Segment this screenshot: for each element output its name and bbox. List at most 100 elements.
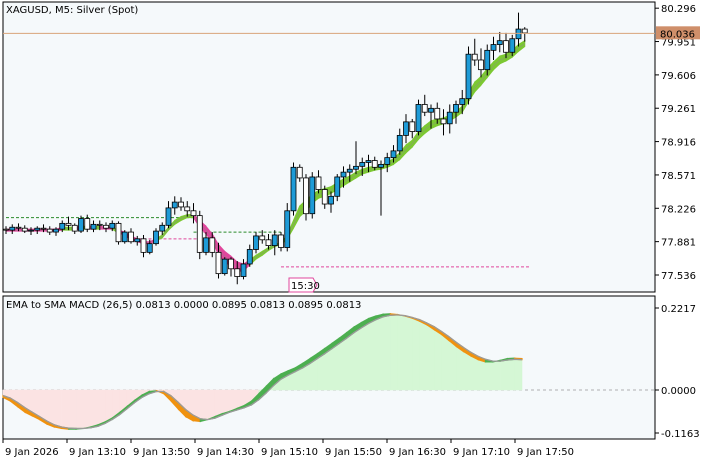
time-axis-label: 9 Jan 15:50 [325,447,382,458]
macd-axis-label: 0.2217 [661,304,696,315]
macd-fill-segment [75,389,84,430]
candle [259,230,266,244]
candle-body [503,40,509,53]
candle-body [321,189,328,205]
candle [284,203,291,252]
candle-body [9,226,16,231]
indicator-title: EMA to SMA MACD (26,5) 0.0813 0.0000 0.0… [6,300,361,311]
candle [384,152,391,173]
macd-fill-segment [419,320,428,391]
candle-body [34,227,41,231]
candle-body [178,201,184,208]
time-axis[interactable]: 9 Jan 2026 9 Jan 13:10 9 Jan 13:50 9 Jan 14… [2,439,574,458]
candle-body [53,228,59,233]
time-axis-label: 9 Jan 14:30 [197,447,254,458]
candle [115,221,122,245]
candle [359,157,366,176]
candle [65,216,72,231]
candle [334,174,341,202]
time-axis-label: 9 Jan 2026 [5,447,59,458]
candle-body [409,121,416,132]
candle-body [184,206,191,212]
macd-histogram [2,313,523,430]
candle [315,170,322,194]
macd-fill-segment [499,358,508,391]
macd-fill-segment [353,322,362,391]
candle-body [521,28,528,34]
candle [409,118,416,139]
candle [403,114,409,144]
candle [478,48,484,78]
macd-fill-segment [207,389,216,421]
price-axis-label: 80.296 [661,4,696,15]
current-price-label: 80.036 [656,26,700,40]
candle-body [253,235,259,250]
macd-fill-segment [390,313,399,391]
macd-fill-segment [368,315,377,391]
candle-body [446,111,453,125]
candle [421,94,428,117]
candle-body [134,238,141,243]
time-axis-label: 9 Jan 16:30 [389,447,446,458]
candle-body [121,231,128,243]
candle-body [371,160,378,168]
candle [184,201,191,217]
macd-fill-segment [441,333,450,391]
price-axis-label: 79.951 [661,38,696,49]
candle-body [146,243,153,253]
price-axis-label: 78.916 [661,138,696,149]
candle [265,234,272,250]
candle [96,220,103,231]
candle [15,223,22,232]
candle [128,228,134,244]
macd-fill-segment [455,345,464,391]
candle-body [221,258,228,275]
candle-body [209,237,216,253]
macd-fill-segment [426,324,435,391]
candle-body [78,218,84,232]
macd-fill-segment [477,359,486,391]
macd-fill-segment [375,313,384,391]
time-axis-label: 9 Jan 17:10 [453,447,510,458]
macd-fill-segment [360,318,369,391]
candle-body [228,258,234,270]
macd-fill-segment [68,389,77,430]
candle [246,244,253,267]
price-pane[interactable] [2,1,656,293]
candle-body [453,104,459,113]
time-axis-label: 9 Jan 15:10 [261,447,318,458]
candle-body [415,104,422,132]
candle-body [309,176,316,215]
macd-fill-segment [433,329,442,391]
macd-axis-label: 0.0000 [661,386,696,397]
candle-body [271,234,278,246]
macd-fill-segment [507,357,515,391]
candle [346,164,353,182]
candle [371,156,378,171]
price-axis[interactable]: 80.296 79.951 79.606 79.261 78.916 78.571 78.2… [655,4,696,282]
chart-title: XAGUSD, M5: Silver (Spot) [6,5,138,16]
candle [228,257,234,277]
candle-body [65,222,72,226]
candle [303,174,309,221]
candle [428,104,434,129]
candle [140,234,147,258]
candle-body [128,231,134,243]
candle-body [434,107,441,120]
candle [465,46,472,105]
price-axis-label: 79.606 [661,71,696,82]
candle [34,226,41,234]
candle-body [421,104,428,113]
candle [353,141,359,175]
candle-body [84,218,91,230]
candle-body [165,207,172,226]
macd-fill-segment [412,317,420,391]
candle [103,222,109,233]
candle-body [159,224,166,232]
macd-fill-segment [221,389,230,415]
candle-body [215,251,222,275]
candle-body [278,234,284,248]
candle [90,220,97,233]
price-axis-label: 77.536 [661,271,696,282]
